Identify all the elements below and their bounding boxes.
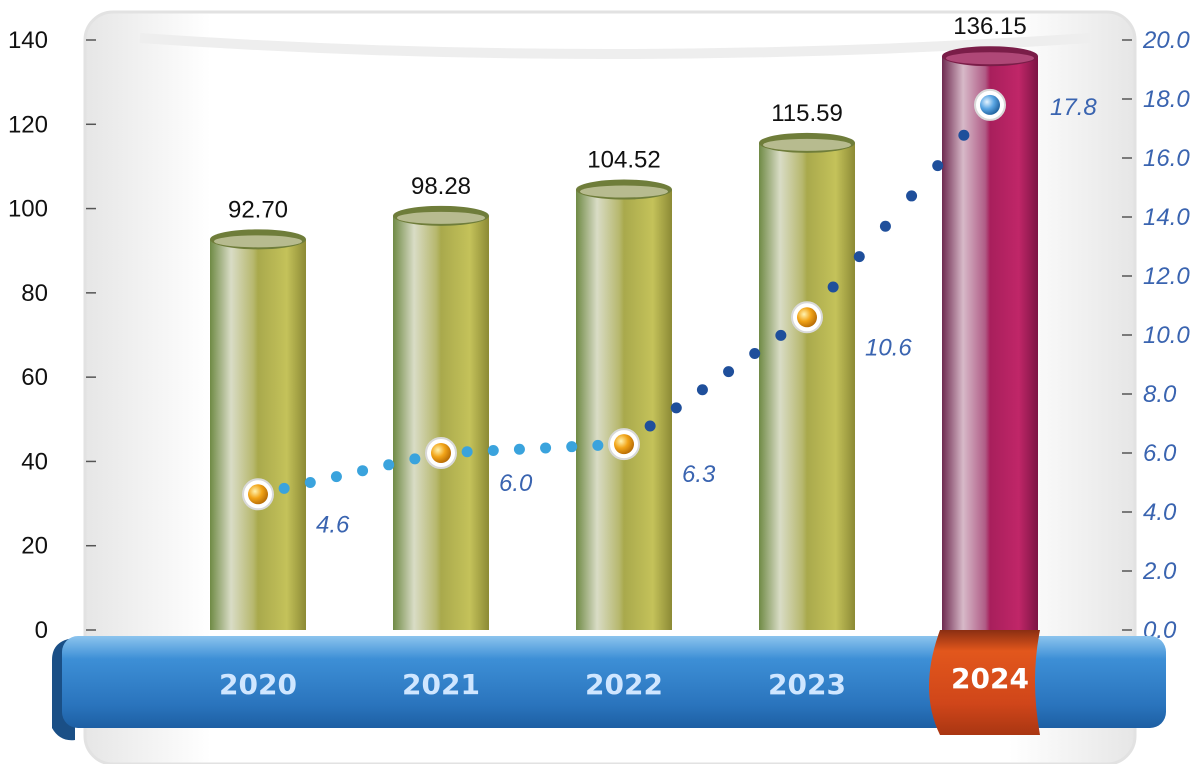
line-value-label-2023: 10.6: [865, 334, 912, 361]
bar-cap-highlight: [763, 138, 851, 151]
left-tick-label: 60: [21, 364, 48, 391]
line-marker-2022: [614, 434, 634, 455]
left-tick-label: 80: [21, 280, 48, 307]
line-dot: [304, 477, 316, 488]
left-tick-label: 140: [8, 27, 48, 54]
category-label-2022: 2022: [585, 668, 663, 701]
data-labels: 92.70 98.28 104.52 115.59 136.15 4.6 6.0 6.3 10.…: [228, 13, 1097, 538]
bar-value-label-2024: 136.15: [953, 13, 1026, 40]
line-marker-2024: [980, 94, 1000, 115]
line-markers: [242, 88, 1006, 511]
bar-cap-highlight: [580, 185, 668, 198]
line-dot: [330, 471, 342, 483]
line-dot: [723, 366, 735, 378]
left-tick-label: 0: [35, 617, 48, 644]
line-dot: [853, 251, 865, 263]
line-dot: [879, 220, 891, 232]
category-label-2023: 2023: [768, 668, 846, 701]
bar-value-label-2021: 98.28: [411, 173, 471, 200]
bar-value-label-2023: 115.59: [771, 100, 843, 127]
bar-value-label-2020: 92.70: [228, 196, 288, 223]
bar-body: [942, 56, 1038, 631]
left-axis: 0 20 40 60 80 100 120 140: [8, 27, 96, 644]
line-marker-2021: [431, 443, 451, 463]
bar-body: [393, 215, 489, 630]
right-tick-label: 14.0: [1143, 204, 1190, 231]
line-dot: [540, 442, 552, 454]
line-value-label-2020: 4.6: [316, 511, 350, 538]
line-marker-2020: [248, 484, 268, 505]
line-dot: [749, 348, 761, 360]
bar-cap-highlight: [946, 52, 1034, 65]
category-label-2024: 2024: [951, 662, 1029, 695]
category-label-2021: 2021: [402, 668, 480, 701]
right-tick-label: 16.0: [1143, 145, 1190, 172]
line-dot: [592, 439, 604, 451]
line-dot: [670, 402, 682, 414]
line-value-label-2021: 6.0: [499, 470, 533, 497]
line-value-label-2024: 17.8: [1050, 94, 1097, 121]
right-tick-label: 2.0: [1142, 558, 1177, 585]
right-tick-label: 4.0: [1143, 499, 1177, 526]
bar-value-label-2022: 104.52: [587, 147, 660, 174]
bar-2021: [393, 205, 489, 630]
left-tick-label: 20: [21, 533, 48, 560]
line-dot: [696, 384, 708, 396]
right-tick-label: 6.0: [1143, 440, 1177, 467]
line-dot: [644, 420, 656, 432]
line-dot: [958, 129, 970, 141]
bar-cap-highlight: [397, 211, 485, 224]
bar-body: [210, 239, 306, 631]
bar-body: [759, 142, 855, 630]
bar-2024: [942, 46, 1038, 631]
line-series: [278, 129, 970, 494]
bar-body: [576, 189, 672, 630]
line-dot: [278, 482, 290, 494]
line-dot: [775, 329, 787, 341]
line-dot: [461, 446, 473, 458]
year-ribbon: 2020 2021 2022 2023 2024: [52, 630, 1166, 741]
line-dot: [409, 453, 421, 465]
line-dot: [487, 444, 499, 456]
ribbon-band: [62, 636, 1166, 728]
line-dot: [566, 441, 578, 453]
bar-cap-highlight: [214, 235, 302, 248]
right-tick-label: 12.0: [1143, 263, 1190, 290]
line-dot: [357, 465, 369, 477]
line-value-label-2022: 6.3: [682, 461, 716, 488]
right-tick-label: 18.0: [1143, 86, 1190, 113]
left-tick-label: 100: [8, 196, 48, 223]
right-tick-label: 20.0: [1142, 27, 1190, 54]
bar-2020: [210, 229, 306, 631]
line-dot: [906, 190, 918, 202]
line-dot: [383, 459, 395, 471]
line-dot: [932, 160, 944, 172]
line-dot: [513, 443, 525, 455]
bar-series: [210, 46, 1038, 631]
ribbon-highlight: [929, 630, 1040, 735]
left-tick-label: 40: [21, 448, 48, 475]
right-tick-label: 8.0: [1143, 381, 1177, 408]
category-label-2020: 2020: [219, 668, 297, 701]
frame-top-curve: [139, 33, 1091, 59]
right-tick-label: 10.0: [1143, 322, 1190, 349]
bar-2023: [759, 132, 855, 630]
line-dot: [827, 281, 839, 293]
left-tick-label: 120: [8, 111, 48, 138]
line-marker-2023: [797, 307, 817, 328]
bar-2022: [576, 179, 672, 630]
